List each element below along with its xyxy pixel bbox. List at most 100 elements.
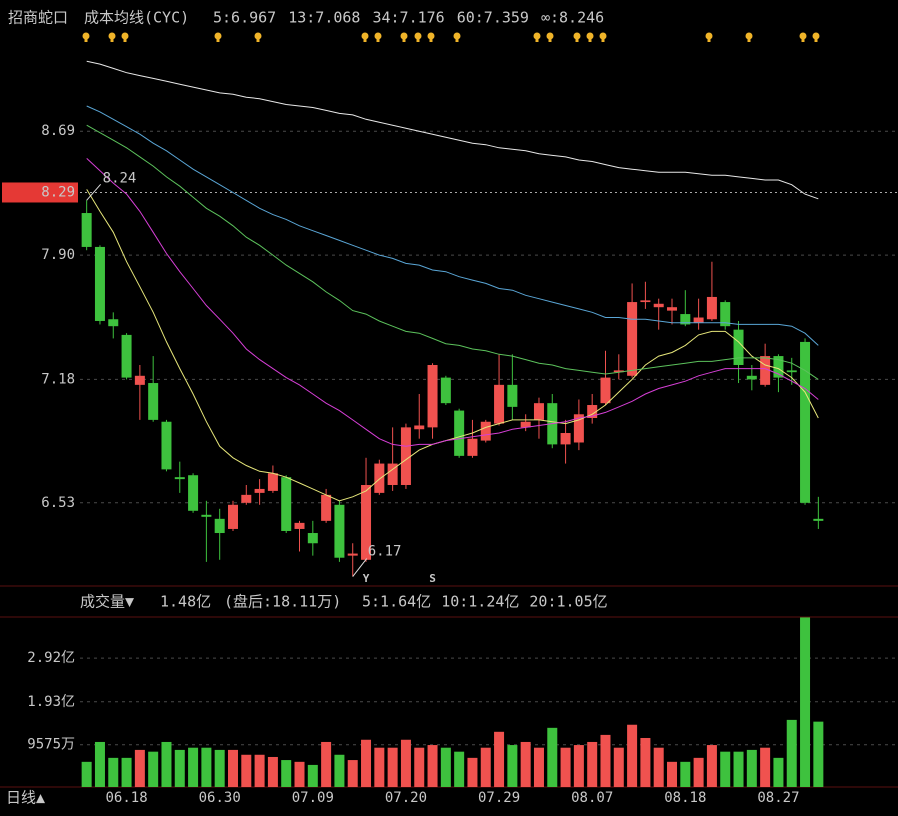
- info-marker: [254, 32, 262, 40]
- volume-bar: [281, 760, 292, 787]
- volume-bar: [693, 757, 704, 787]
- volume-bar: [454, 751, 465, 787]
- info-marker: [453, 32, 461, 40]
- candle-body: [174, 477, 185, 480]
- info-marker-base: [801, 39, 805, 42]
- info-marker: [82, 32, 90, 40]
- volume-bar: [347, 760, 358, 787]
- ma-line: [86, 124, 819, 380]
- volume-bar: [573, 745, 584, 787]
- candle-body: [374, 463, 385, 493]
- candle-body: [361, 485, 372, 560]
- period-selector[interactable]: 日线▲: [6, 789, 45, 807]
- info-marker-base: [123, 39, 127, 42]
- candle-body: [81, 213, 92, 247]
- info-marker: [546, 32, 554, 40]
- y-tick-label: 8.69: [41, 123, 75, 139]
- candle-body: [241, 494, 252, 503]
- info-marker: [586, 32, 594, 40]
- candle-body: [813, 518, 824, 521]
- info-marker: [745, 32, 753, 40]
- volume-bar: [680, 761, 691, 787]
- info-marker: [214, 32, 222, 40]
- high-label: 8.24: [103, 170, 137, 186]
- candle-body: [613, 370, 624, 373]
- info-marker-base: [429, 39, 433, 42]
- stock-name: 招商蛇口: [8, 9, 68, 27]
- info-marker-base: [707, 39, 711, 42]
- candle-body: [720, 302, 731, 327]
- volume-bar: [121, 757, 132, 787]
- info-marker: [121, 32, 129, 40]
- volume-title[interactable]: 成交量▼: [80, 593, 134, 611]
- info-marker-base: [110, 39, 114, 42]
- ma-line: [86, 60, 819, 200]
- volume-bar: [254, 754, 265, 787]
- ma-line: [86, 189, 819, 502]
- info-marker-base: [814, 39, 818, 42]
- y-tick-label: 7.90: [41, 247, 75, 263]
- candle-body: [706, 296, 717, 320]
- volume-bar: [733, 751, 744, 787]
- info-marker: [427, 32, 435, 40]
- candle-body: [760, 356, 771, 385]
- x-tick-label: 07.29: [478, 790, 520, 806]
- volume-bar: [148, 751, 159, 787]
- volume-bar: [600, 734, 611, 787]
- volume-bar: [667, 761, 678, 787]
- volume-bar: [201, 747, 212, 787]
- legend-entry: 13:7.068: [288, 9, 360, 27]
- volume-bar: [760, 747, 771, 787]
- volume-bar: [746, 749, 757, 787]
- info-marker-base: [376, 39, 380, 42]
- candle-body: [533, 403, 544, 420]
- volume-bar: [334, 754, 345, 787]
- candle-body: [746, 375, 757, 380]
- x-tick-label: 07.20: [385, 790, 427, 806]
- candle-body: [427, 365, 438, 428]
- y-tick-label: 6.53: [41, 495, 75, 511]
- info-marker-base: [455, 39, 459, 42]
- volume-ma-label: 5:1.64亿: [362, 593, 431, 611]
- info-marker: [573, 32, 581, 40]
- signal-marker: S: [429, 572, 436, 585]
- info-marker: [108, 32, 116, 40]
- info-marker: [361, 32, 369, 40]
- candle-body: [161, 421, 172, 470]
- info-marker: [599, 32, 607, 40]
- candle-body: [507, 384, 518, 407]
- candle-body: [148, 383, 159, 420]
- volume-bar: [161, 741, 172, 787]
- candle-body: [321, 494, 332, 521]
- volume-bar: [627, 724, 638, 787]
- ma-line: [86, 105, 819, 346]
- candle-body: [733, 329, 744, 366]
- legend-entry: ∞:8.246: [541, 9, 604, 27]
- candle-body: [467, 438, 478, 456]
- low-arrow: [352, 558, 368, 577]
- info-marker-base: [747, 39, 751, 42]
- x-tick-label: 07.09: [292, 790, 334, 806]
- volume-bar: [361, 739, 372, 787]
- info-marker-base: [416, 39, 420, 42]
- volume-bar: [494, 731, 505, 787]
- candle-body: [347, 553, 358, 556]
- x-tick-label: 06.30: [199, 790, 241, 806]
- legend-entry: 5:6.967: [213, 9, 276, 27]
- candle-body: [573, 414, 584, 443]
- candle-body: [600, 377, 611, 404]
- volume-bar: [800, 617, 811, 787]
- legend-entry: 60:7.359: [457, 9, 529, 27]
- candle-body: [440, 377, 451, 404]
- info-marker-base: [216, 39, 220, 42]
- x-tick-label: 08.07: [571, 790, 613, 806]
- candle-body: [400, 427, 411, 486]
- volume-bar: [480, 747, 491, 787]
- volume-bar: [108, 757, 119, 787]
- volume-bar: [706, 745, 717, 787]
- candle-body: [267, 473, 278, 491]
- volume-bar: [440, 747, 451, 787]
- info-marker-base: [548, 39, 552, 42]
- volume-bar: [414, 747, 425, 787]
